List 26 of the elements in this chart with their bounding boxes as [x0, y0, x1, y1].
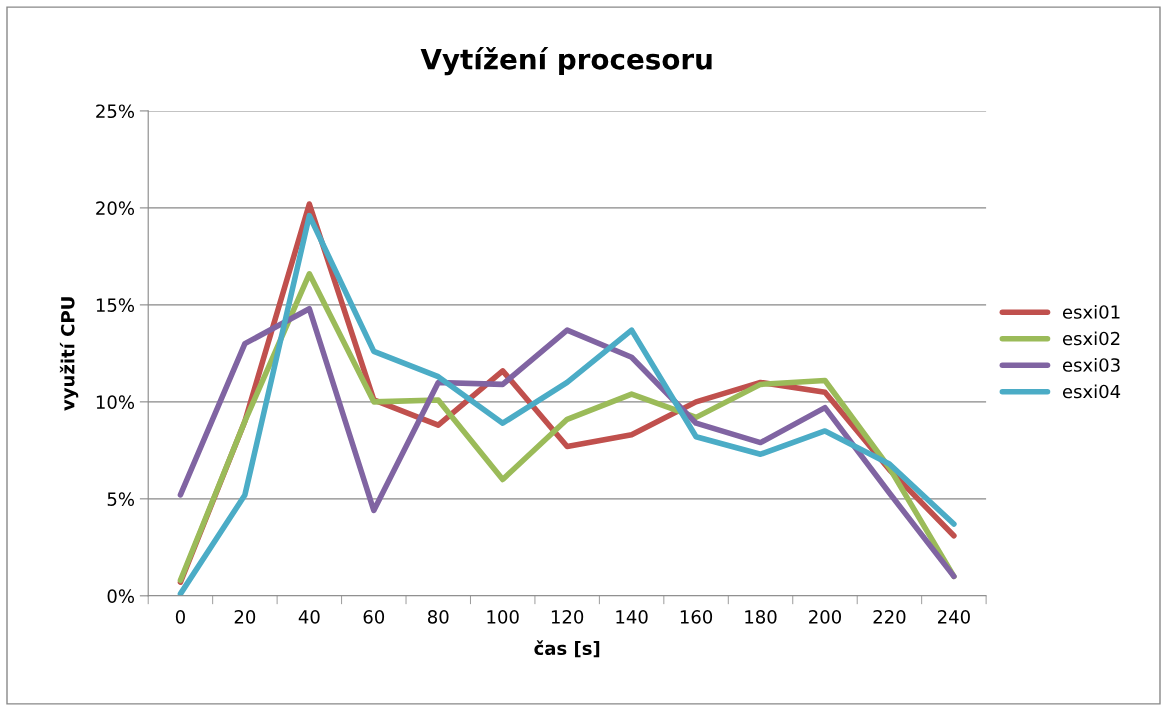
legend-label: esxi03: [1062, 357, 1120, 372]
x-tick-label: 80: [427, 610, 449, 624]
x-tick-label: 240: [937, 610, 970, 624]
legend-label: esxi01: [1062, 304, 1120, 319]
x-tick-label: 220: [873, 610, 906, 624]
chart-title: Vytížení procesoru: [420, 47, 712, 76]
y-tick-label: 20%: [96, 201, 135, 216]
x-tick-label: 180: [745, 610, 777, 624]
x-tick-label: 140: [616, 610, 648, 624]
x-tick-label: 120: [551, 610, 584, 624]
x-tick-label: 0: [175, 610, 185, 624]
legend-label: esxi02: [1062, 331, 1120, 346]
x-axis-title: čas [s]: [534, 640, 600, 658]
y-tick-label: 15%: [96, 298, 135, 312]
x-tick-label: 20: [234, 610, 256, 624]
y-tick-label: 10%: [96, 395, 135, 409]
x-tick-label: 40: [298, 610, 320, 624]
legend-label: esxi04: [1062, 384, 1121, 399]
y-tick-label: 0%: [107, 589, 135, 603]
y-axis-title: využití CPU: [59, 297, 79, 411]
x-tick-label: 60: [363, 610, 385, 624]
x-tick-label: 100: [487, 610, 519, 624]
y-tick-label: 25%: [96, 104, 135, 119]
x-tick-label: 160: [680, 610, 713, 624]
x-tick-label: 200: [809, 610, 842, 624]
y-tick-label: 5%: [107, 492, 135, 506]
